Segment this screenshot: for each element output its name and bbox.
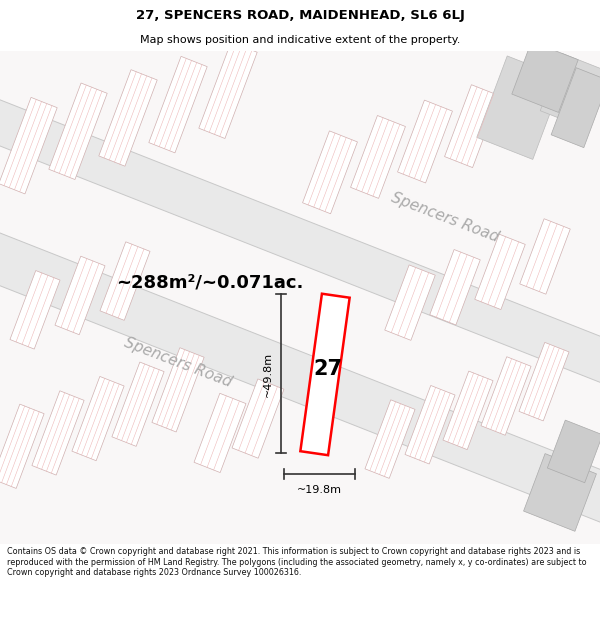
Polygon shape [443, 371, 493, 449]
Polygon shape [540, 53, 600, 128]
Text: Map shows position and indicative extent of the property.: Map shows position and indicative extent… [140, 35, 460, 45]
Polygon shape [152, 348, 204, 432]
Polygon shape [32, 391, 84, 475]
Polygon shape [398, 100, 452, 183]
Polygon shape [0, 74, 600, 408]
Polygon shape [49, 83, 107, 179]
Polygon shape [551, 68, 600, 148]
Polygon shape [405, 386, 455, 464]
Polygon shape [445, 85, 499, 168]
Polygon shape [194, 393, 246, 472]
Polygon shape [149, 56, 207, 153]
Polygon shape [112, 362, 164, 446]
Polygon shape [100, 242, 150, 321]
Polygon shape [72, 376, 124, 461]
Polygon shape [481, 357, 531, 435]
Text: 27: 27 [314, 359, 343, 379]
Polygon shape [350, 116, 406, 198]
Polygon shape [477, 56, 563, 159]
Text: ~49.8m: ~49.8m [263, 351, 273, 396]
Polygon shape [520, 219, 570, 294]
Polygon shape [232, 379, 284, 458]
Polygon shape [365, 400, 415, 478]
Polygon shape [301, 294, 350, 455]
Polygon shape [519, 342, 569, 421]
Polygon shape [547, 420, 600, 482]
Text: Spencers Road: Spencers Road [122, 335, 234, 389]
Polygon shape [0, 208, 600, 548]
Polygon shape [385, 265, 435, 341]
Polygon shape [55, 256, 105, 335]
Text: 27, SPENCERS ROAD, MAIDENHEAD, SL6 6LJ: 27, SPENCERS ROAD, MAIDENHEAD, SL6 6LJ [136, 9, 464, 22]
Polygon shape [10, 271, 60, 349]
Polygon shape [99, 70, 157, 166]
Polygon shape [0, 404, 44, 488]
Text: Spencers Road: Spencers Road [389, 190, 501, 245]
Text: ~19.8m: ~19.8m [297, 486, 342, 496]
Polygon shape [0, 98, 57, 194]
Polygon shape [524, 454, 596, 531]
Text: ~288m²/~0.071ac.: ~288m²/~0.071ac. [116, 273, 304, 291]
Polygon shape [199, 42, 257, 139]
Polygon shape [512, 41, 578, 112]
Polygon shape [475, 234, 525, 309]
Text: Contains OS data © Crown copyright and database right 2021. This information is : Contains OS data © Crown copyright and d… [7, 548, 587, 577]
Polygon shape [302, 131, 358, 214]
Polygon shape [430, 249, 480, 325]
